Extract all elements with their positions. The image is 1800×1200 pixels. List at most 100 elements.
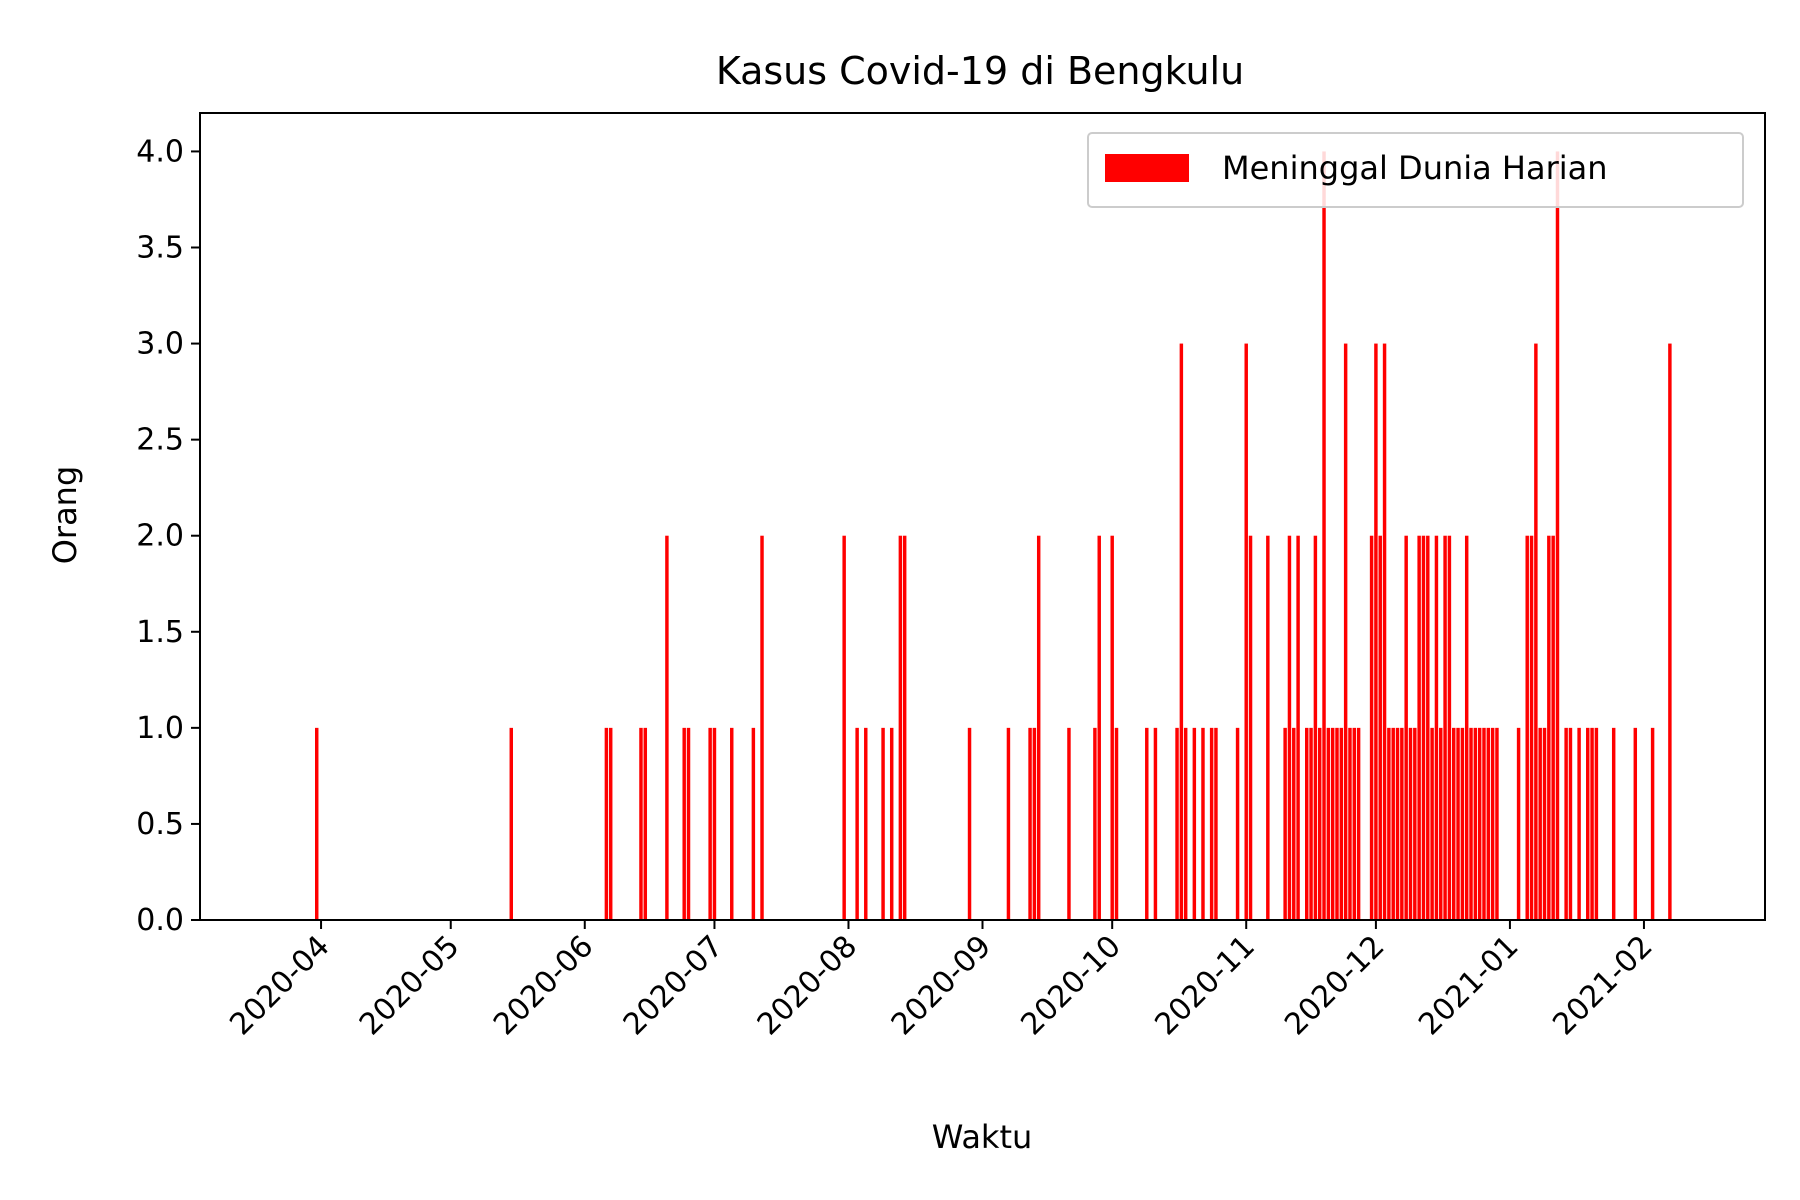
y-tick-label: 0.0 — [136, 903, 184, 938]
bar — [1313, 535, 1318, 920]
bar — [315, 727, 319, 920]
bar — [842, 535, 846, 920]
bar — [1421, 535, 1426, 920]
bar — [639, 727, 643, 920]
bar — [1594, 727, 1599, 920]
bar — [1538, 727, 1542, 920]
bar — [855, 727, 859, 920]
bar — [1534, 343, 1538, 920]
bar — [1266, 535, 1270, 920]
bar — [1378, 535, 1382, 920]
bar — [1097, 535, 1101, 920]
bar — [1343, 343, 1348, 920]
bar — [1387, 727, 1391, 920]
bar — [1456, 727, 1460, 920]
bar — [1395, 727, 1400, 920]
bar — [864, 727, 868, 920]
bar — [1568, 727, 1573, 920]
bar — [1032, 727, 1037, 920]
bar — [1404, 535, 1408, 920]
bar — [1413, 727, 1417, 920]
bar — [1542, 727, 1547, 920]
bar — [509, 727, 513, 920]
bar — [730, 727, 734, 920]
bar — [712, 727, 717, 920]
bar — [1110, 535, 1114, 920]
bar — [1460, 727, 1465, 920]
bar — [1477, 727, 1482, 920]
bar — [682, 727, 686, 920]
y-tick-label: 0.5 — [136, 807, 184, 842]
bar — [1317, 727, 1322, 920]
bar — [760, 535, 764, 920]
bar — [643, 727, 648, 920]
bar — [1006, 727, 1011, 920]
bar — [1529, 535, 1534, 920]
bar — [1093, 727, 1097, 920]
bar — [1287, 535, 1292, 920]
y-axis-title: Orang — [46, 466, 84, 565]
legend-swatch — [1105, 154, 1189, 182]
bar-series — [315, 151, 1672, 920]
bar — [665, 535, 669, 920]
bar — [1305, 727, 1309, 920]
chart-title: Kasus Covid-19 di Bengkulu — [716, 49, 1244, 93]
bar — [1434, 535, 1439, 920]
bar — [1248, 535, 1253, 920]
bar — [686, 727, 691, 920]
bar — [1192, 727, 1197, 920]
bar — [1650, 727, 1655, 920]
bar — [1356, 727, 1361, 920]
bar — [1201, 727, 1205, 920]
bar — [1439, 727, 1443, 920]
bar — [1382, 343, 1387, 920]
bar — [898, 535, 903, 920]
bar — [1452, 727, 1456, 920]
bar — [1486, 727, 1491, 920]
bar — [1339, 727, 1344, 920]
bar — [1564, 727, 1568, 920]
bar — [1114, 727, 1119, 920]
bar — [1369, 535, 1374, 920]
bar — [1175, 727, 1179, 920]
bar — [1586, 727, 1590, 920]
y-tick-label: 2.5 — [136, 423, 184, 458]
legend-box — [1087, 132, 1744, 208]
y-tick-label: 4.0 — [136, 134, 184, 169]
bar — [1482, 727, 1486, 920]
bar — [1408, 727, 1413, 920]
bar — [1309, 727, 1313, 920]
bar — [1547, 535, 1551, 920]
bar — [1067, 727, 1071, 920]
bar — [1525, 535, 1529, 920]
bar — [1555, 151, 1560, 920]
bar — [1400, 727, 1404, 920]
bar — [1348, 727, 1352, 920]
bar — [1611, 727, 1616, 920]
bar — [1490, 727, 1495, 920]
bar — [604, 727, 609, 920]
bar — [1464, 535, 1469, 920]
bar — [1443, 535, 1447, 920]
bar — [1036, 535, 1041, 920]
bar — [1153, 727, 1158, 920]
bar — [1426, 535, 1430, 920]
bar — [708, 727, 712, 920]
bar — [1430, 727, 1434, 920]
y-tick-label: 3.0 — [136, 327, 184, 362]
bar — [1473, 727, 1478, 920]
y-tick-label: 2.0 — [136, 519, 184, 554]
bar — [1326, 727, 1331, 920]
bar — [881, 727, 885, 920]
bar — [1145, 727, 1149, 920]
bar — [1296, 535, 1300, 920]
y-tick-label: 1.0 — [136, 711, 184, 746]
legend: Meninggal Dunia Harian — [1087, 132, 1744, 208]
bar — [1028, 727, 1032, 920]
bar — [1335, 727, 1339, 920]
bar — [1668, 343, 1672, 920]
bar — [608, 727, 613, 920]
bar — [1179, 343, 1184, 920]
bar — [1633, 727, 1638, 920]
